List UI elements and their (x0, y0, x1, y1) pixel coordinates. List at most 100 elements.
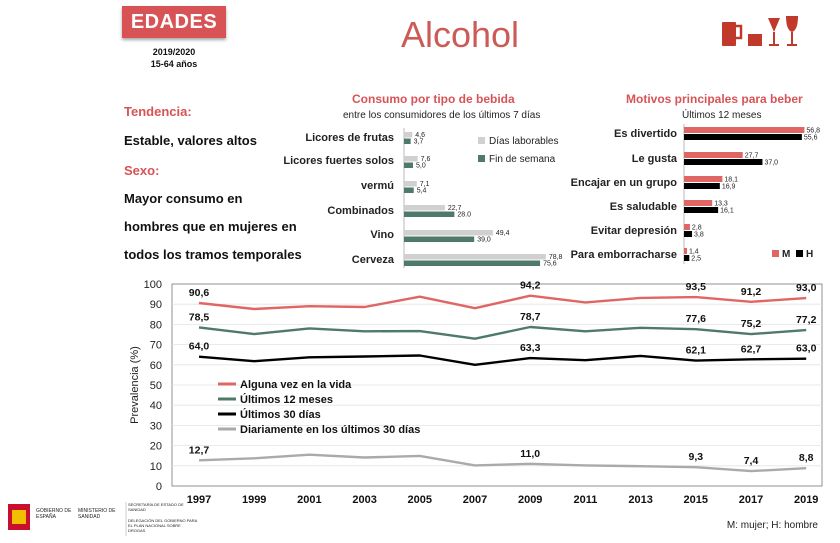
motivo-category-label: Le gusta (631, 153, 677, 165)
motivo-bar-mujer (684, 248, 687, 254)
bebida-value-label: 3,7 (414, 139, 424, 146)
data-label: 94,2 (520, 280, 541, 292)
x-tick-label: 2011 (573, 494, 597, 506)
motivo-bar-hombre (684, 183, 720, 189)
y-tick-label: 60 (150, 360, 162, 372)
motivo-value-label: 3,8 (694, 232, 704, 239)
x-tick-label: 2013 (628, 494, 652, 506)
motivo-value-label: 16,1 (720, 208, 734, 215)
motivo-bar-mujer (684, 224, 690, 230)
y-tick-label: 90 (150, 299, 162, 311)
tumbler-icon (748, 34, 762, 46)
legend-label: Últimos 12 meses (240, 393, 333, 406)
bebida-value-label: 5,0 (416, 163, 426, 170)
age-range: 15-64 años (150, 59, 198, 69)
bebida-category-label: Vino (370, 229, 394, 241)
bebida-bar-laborables (404, 181, 417, 187)
data-label: 11,0 (520, 448, 540, 460)
y-tick-label: 100 (144, 279, 162, 291)
bebida-category-label: Licores de frutas (305, 132, 394, 144)
ministry-name: MINISTERIO DE SANIDAD (78, 508, 116, 520)
legend-label: Diariamente en los últimos 30 días (240, 424, 420, 436)
bebida-value-label: 75,6 (543, 261, 557, 268)
motivos-legend-swatch (772, 250, 779, 257)
bebida-legend-swatch (478, 155, 485, 162)
series-12-meses-line (198, 325, 807, 340)
bebida-chart-subtitle: entre los consumidores de los últimos 7 … (343, 110, 541, 121)
sexo-heading: Sexo: (124, 163, 160, 178)
data-label: 7,4 (744, 455, 759, 467)
motivo-bar-hombre (684, 207, 719, 213)
bebida-bar-finde (404, 187, 414, 193)
bebida-category-label: Combinados (327, 205, 394, 217)
x-tick-label: 2019 (794, 494, 818, 506)
martini-glass-icon (768, 18, 780, 32)
bar-charts-canvas: 4,6 7,6 7,1 22,7 49,4 78,8 3,7 5,0 5,4 28.0 39,0 75… (403, 124, 820, 268)
page-title: Alcohol (400, 14, 520, 55)
motivo-bar-hombre (684, 255, 690, 261)
motivo-bar-mujer (684, 176, 723, 182)
motivo-value-label: 27,7 (745, 153, 759, 160)
data-label: 78,5 (189, 311, 210, 323)
bebida-value-label: 22,7 (448, 205, 462, 212)
wine-glass-icon (786, 16, 798, 32)
motivos-chart-subtitle: Últimos 12 meses (682, 110, 762, 121)
bebida-bar-laborables (404, 132, 413, 138)
bebida-value-label: 39,0 (477, 237, 491, 244)
legend-label: Alguna vez en la vida (240, 379, 352, 391)
motivo-value-label: 2,8 (692, 225, 702, 232)
x-tick-label: 2009 (518, 494, 542, 506)
bebida-legend-label: Fin de semana (489, 154, 556, 165)
data-label: 8,8 (799, 452, 814, 464)
data-label: 93,5 (686, 281, 707, 293)
sexo-line: todos los tramos temporales (124, 247, 302, 262)
y-tick-label: 80 (150, 319, 162, 331)
motivo-category-label: Encajar en un grupo (570, 177, 677, 189)
series-diario-line (198, 453, 807, 473)
x-tick-label: 2015 (684, 494, 708, 506)
motivo-category-label: Es saludable (609, 201, 677, 213)
x-tick-label: 2003 (352, 494, 376, 506)
data-label: 77,6 (686, 313, 707, 325)
data-label: 75,2 (741, 318, 762, 330)
motivos-legend-label: M (782, 249, 790, 260)
x-tick-label: 2001 (297, 494, 321, 506)
bebida-bar-laborables (404, 230, 493, 236)
footer-note: M: mujer; H: hombre (726, 520, 818, 531)
tendencia-heading: Tendencia: (124, 104, 192, 119)
motivo-value-label: 18,1 (724, 177, 738, 184)
motivo-value-label: 56,8 (806, 128, 820, 135)
bebida-legend-label: Días laborables (489, 136, 558, 147)
motivo-bar-hombre (684, 134, 802, 140)
data-label: 91,2 (741, 286, 762, 298)
bebida-bar-finde (404, 211, 455, 217)
y-tick-label: 30 (150, 420, 162, 432)
y-tick-label: 40 (150, 400, 162, 412)
drinks-icon (722, 16, 798, 46)
motivo-bar-hombre (684, 159, 763, 165)
motivo-bar-mujer (684, 152, 743, 158)
beer-mug-icon (722, 22, 736, 46)
data-label: 78,7 (520, 311, 541, 323)
motivo-category-label: Es divertido (614, 128, 677, 140)
x-tick-label: 1997 (187, 494, 211, 506)
x-tick-label: 2007 (463, 494, 487, 506)
sexo-line: hombres que en mujeres en (124, 219, 297, 234)
motivo-value-label: 37,0 (764, 160, 778, 167)
bebida-value-label: 28.0 (457, 212, 471, 219)
sexo-line: Mayor consumo en (124, 191, 243, 206)
motivo-bar-hombre (684, 231, 693, 237)
bebida-bar-laborables (404, 254, 546, 260)
x-tick-label: 2017 (739, 494, 763, 506)
bebida-value-label: 7,6 (421, 156, 431, 163)
bebida-bar-laborables (404, 156, 418, 162)
series-alguna-vez-line (198, 294, 807, 311)
motivo-category-label: Para emborracharse (570, 249, 677, 261)
delegacion-name: DELEGACIÓN DEL GOBIERNO PARA EL PLAN NAC… (128, 518, 198, 533)
bebida-bar-laborables (404, 205, 445, 211)
motivo-value-label: 13,3 (714, 201, 728, 208)
y-axis-label: Prevalencia (%) (129, 346, 141, 424)
x-tick-label: 2005 (408, 494, 432, 506)
government-logo (8, 502, 127, 536)
